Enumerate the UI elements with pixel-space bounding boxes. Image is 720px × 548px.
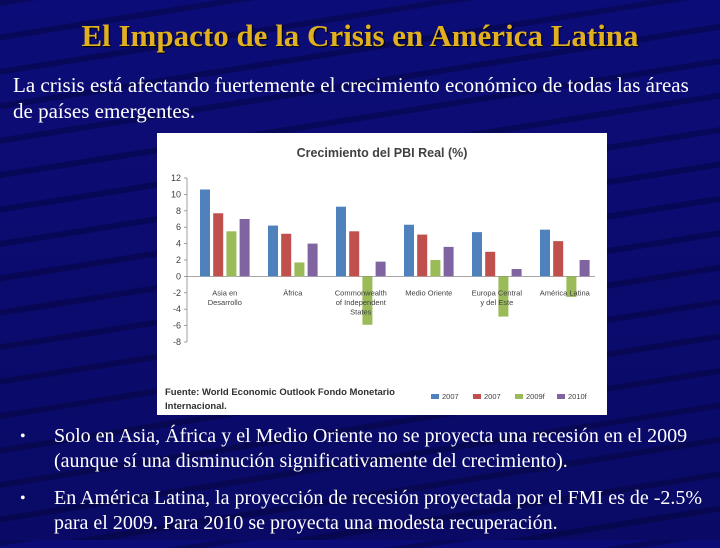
bullet-text: En América Latina, la proyección de rece… (54, 487, 703, 534)
y-tick-label: 8 (176, 206, 181, 216)
y-tick-label: -6 (173, 321, 181, 331)
bar-2009f (226, 231, 237, 277)
bar-2010f (239, 219, 250, 277)
category-label: of Independent (336, 298, 387, 307)
legend-label: 2009f (526, 392, 546, 401)
bar-2009f (362, 276, 373, 325)
bullet-list: • Solo en Asia, África y el Medio Orient… (20, 424, 710, 548)
y-tick-label: 6 (176, 222, 181, 232)
legend-swatch (515, 394, 523, 399)
bar-2010f (307, 243, 318, 277)
bar-2007 (472, 232, 482, 277)
legend-label: 2010f (568, 392, 588, 401)
y-tick-label: 0 (176, 271, 181, 281)
y-tick-label: 10 (171, 189, 181, 199)
bar-2007 (336, 206, 346, 277)
bar-2007 (281, 233, 292, 277)
y-tick-label: -2 (173, 288, 181, 298)
category-label: States (350, 307, 372, 316)
y-tick-label: 2 (176, 255, 181, 265)
bar-chart: Crecimiento del PBI Real (%) 12 10 8 6 4 2 0 -2 -… (165, 146, 595, 412)
legend-swatch (473, 394, 481, 399)
bar-2009f (430, 260, 441, 277)
bar-2007 (553, 241, 564, 277)
source-note: Fuente: World Economic Outlook Fondo Mon… (165, 387, 395, 398)
legend-swatch (431, 394, 439, 399)
source-note: Internacional. (165, 401, 227, 412)
slide-title: El Impacto de la Crisis en América Latin… (81, 18, 639, 53)
bar-2010f (511, 269, 522, 277)
category-label: Medio Oriente (405, 288, 452, 297)
bar-2009f (294, 262, 305, 277)
category-label: Desarrollo (208, 298, 242, 307)
bar-2007 (349, 231, 360, 277)
bar-2007 (485, 251, 496, 277)
bar-2007 (540, 229, 550, 277)
category-label: América Latina (540, 288, 591, 297)
y-tick-label: -8 (173, 337, 181, 347)
bar-2007 (268, 225, 278, 277)
category-label: Commonwealth (335, 288, 387, 297)
bar-2007 (200, 189, 210, 277)
legend-swatch (557, 394, 565, 399)
bar-2007 (404, 224, 414, 277)
y-tick-label: -4 (173, 304, 181, 314)
bar-2009f (566, 276, 577, 297)
bar-2007 (417, 234, 428, 277)
category-label: África (283, 288, 303, 297)
bar-2010f (443, 246, 454, 277)
bullet-icon: • (20, 428, 26, 445)
intro-text: La crisis está afectando fuertemente el … (13, 73, 689, 123)
chart-title: Crecimiento del PBI Real (%) (297, 146, 468, 160)
legend-label: 2007 (484, 392, 501, 401)
bar-2010f (579, 260, 590, 277)
category-label: Europa Central (472, 288, 523, 297)
bullet-text: Solo en Asia, África y el Medio Oriente … (54, 425, 688, 472)
category-label: y del Este (480, 298, 513, 307)
bar-2007 (213, 213, 224, 277)
bullet-icon: • (20, 490, 26, 507)
chart-panel: Crecimiento del PBI Real (%) 12 10 8 6 4 2 0 -2 -… (157, 133, 607, 415)
bullet-item: • Solo en Asia, África y el Medio Orient… (20, 424, 710, 474)
bar-2010f (375, 261, 386, 277)
legend-label: 2007 (442, 392, 459, 401)
bullet-item: • En América Latina, la proyección de re… (20, 486, 710, 536)
bar-2009f (498, 276, 509, 317)
category-label: Asia en (212, 288, 237, 297)
y-tick-label: 4 (176, 239, 181, 249)
y-tick-label: 12 (171, 173, 181, 183)
